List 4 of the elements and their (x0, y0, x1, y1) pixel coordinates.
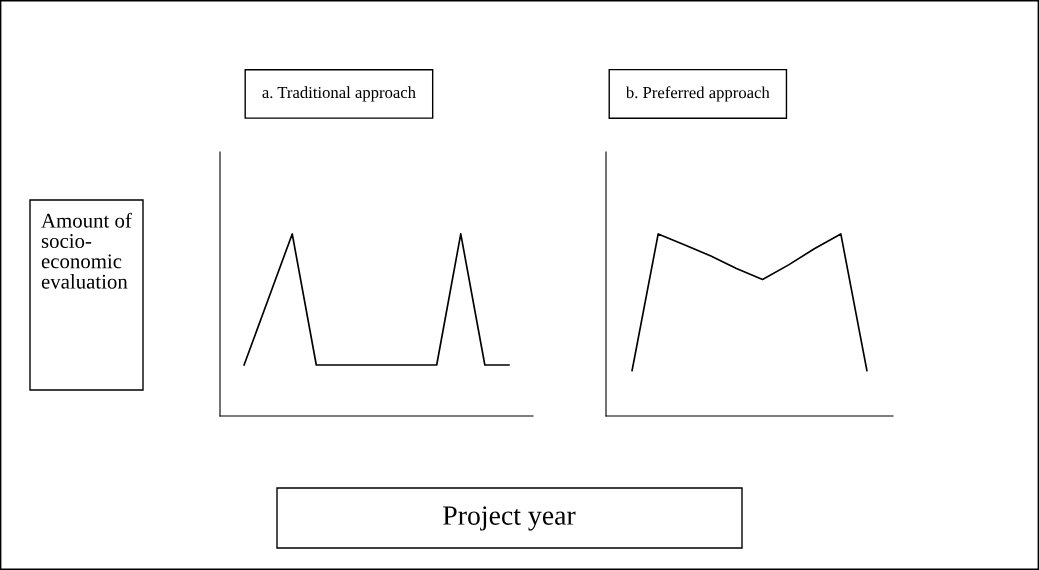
x-axis-title: Project year (443, 506, 576, 531)
chart-title: a. Traditional approach (262, 86, 416, 102)
y-axis-title: Amount of socio- economic evaluation (41, 212, 132, 289)
chart-title: b. Preferred approach (625, 86, 770, 102)
